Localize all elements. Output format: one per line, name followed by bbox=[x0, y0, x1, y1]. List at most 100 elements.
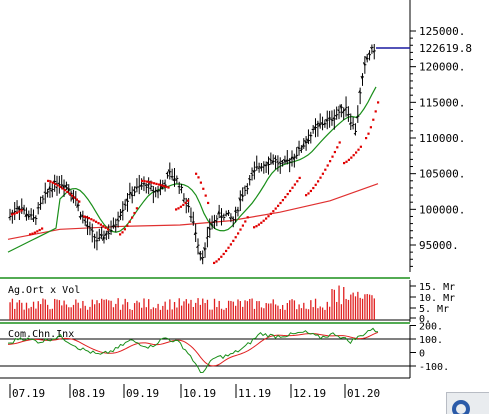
sar-dot bbox=[102, 225, 104, 227]
sar-dot bbox=[180, 206, 182, 208]
ohlc-bar bbox=[110, 221, 113, 235]
sar-dot bbox=[260, 222, 262, 224]
sar-dot bbox=[71, 195, 73, 197]
volume-bar bbox=[244, 300, 245, 320]
volume-bar bbox=[350, 295, 351, 320]
price-tick-label: 125000. bbox=[419, 25, 465, 38]
ohlc-bar bbox=[286, 150, 289, 164]
ohlc-bar bbox=[241, 187, 244, 201]
volume-bar bbox=[139, 302, 140, 320]
volume-bar bbox=[49, 309, 50, 320]
ohlc-bar bbox=[262, 161, 265, 173]
volume-bar bbox=[120, 310, 121, 320]
volume-bar bbox=[80, 308, 81, 320]
ohlc-bar bbox=[345, 96, 348, 116]
volume-bar bbox=[251, 299, 252, 320]
sar-dot bbox=[319, 177, 321, 179]
sar-dot bbox=[202, 188, 204, 190]
ohlc-bar bbox=[124, 199, 127, 210]
volume-bar bbox=[92, 300, 93, 320]
corner-logo-icon bbox=[446, 392, 489, 414]
volume-bar bbox=[214, 299, 215, 320]
volume-bar bbox=[306, 309, 307, 320]
volume-bar bbox=[313, 307, 314, 320]
ohlc-bar bbox=[314, 118, 317, 137]
sar-dot bbox=[78, 201, 80, 203]
volume-bar bbox=[310, 300, 311, 320]
volume-bar bbox=[209, 310, 210, 320]
ohlc-bar-open bbox=[262, 167, 264, 168]
volume-bar bbox=[362, 299, 363, 320]
volume-bar bbox=[277, 306, 278, 320]
sar-dot bbox=[97, 222, 99, 224]
sar-dot bbox=[339, 141, 341, 143]
ohlc-bar bbox=[147, 177, 150, 194]
sar-dot bbox=[133, 212, 135, 214]
volume-bar bbox=[324, 310, 325, 320]
volume-bar bbox=[134, 303, 135, 320]
volume-bar bbox=[113, 307, 114, 320]
sar-dot bbox=[73, 196, 75, 198]
volume-bar bbox=[249, 299, 250, 320]
price-tick-label: 115000. bbox=[419, 96, 465, 109]
volume-bar bbox=[247, 301, 248, 320]
ohlc-bar-open bbox=[312, 129, 314, 130]
ohlc-bar-open bbox=[53, 181, 55, 182]
sar-dot bbox=[305, 194, 307, 196]
ohlc-bar bbox=[288, 158, 291, 172]
volume-bar bbox=[204, 303, 205, 320]
volume-bar bbox=[99, 303, 100, 320]
volume-bar bbox=[148, 299, 149, 320]
sar-dot bbox=[377, 101, 379, 103]
sar-dot bbox=[119, 233, 121, 235]
sar-dot bbox=[239, 228, 241, 230]
ohlc-bar-open bbox=[222, 215, 224, 216]
volume-tick-label: 15. Mr bbox=[419, 282, 455, 293]
volume-bar bbox=[280, 309, 281, 320]
volume-bar bbox=[153, 307, 154, 320]
ohlc-bar bbox=[197, 238, 200, 254]
sar-dot bbox=[36, 230, 38, 232]
volume-bar bbox=[296, 309, 297, 320]
sar-dot bbox=[105, 227, 107, 229]
sar-dot bbox=[52, 182, 54, 184]
sar-dot bbox=[153, 182, 155, 184]
sar-dot bbox=[146, 181, 148, 183]
ohlc-bar bbox=[248, 175, 251, 185]
sar-dot bbox=[69, 193, 71, 195]
volume-bar bbox=[369, 295, 370, 320]
sar-dot bbox=[218, 258, 220, 260]
sar-dot bbox=[357, 149, 359, 151]
price-y-ticks: 125000.120000.115000.110000.105000.10000… bbox=[410, 25, 465, 266]
volume-bar bbox=[141, 308, 142, 320]
sar-dot bbox=[372, 119, 374, 121]
sar-dot bbox=[182, 204, 184, 206]
ohlc-bar bbox=[373, 44, 376, 59]
x-tick-label: 08.19 bbox=[72, 387, 105, 400]
volume-bar bbox=[103, 300, 104, 320]
sar-dot bbox=[291, 187, 293, 189]
volume-bar bbox=[42, 299, 43, 320]
ohlc-bar bbox=[215, 215, 218, 226]
sar-dot bbox=[255, 225, 257, 227]
volume-bar bbox=[24, 310, 25, 320]
volume-bar bbox=[221, 309, 222, 320]
volume-bar bbox=[118, 298, 119, 320]
ohlc-bar-open bbox=[128, 194, 130, 195]
ohlc-bar bbox=[218, 205, 221, 218]
sar-dot bbox=[355, 151, 357, 153]
ohlc-bar bbox=[91, 224, 94, 243]
volume-bar bbox=[61, 305, 62, 320]
volume-bar bbox=[106, 299, 107, 320]
volume-bar bbox=[68, 307, 69, 320]
sar-dot bbox=[345, 161, 347, 163]
ohlc-bar bbox=[100, 227, 103, 240]
sar-dot bbox=[310, 190, 312, 192]
sar-dot bbox=[13, 213, 15, 215]
sar-dot bbox=[253, 226, 255, 228]
ohlc-bar-open bbox=[295, 156, 297, 157]
